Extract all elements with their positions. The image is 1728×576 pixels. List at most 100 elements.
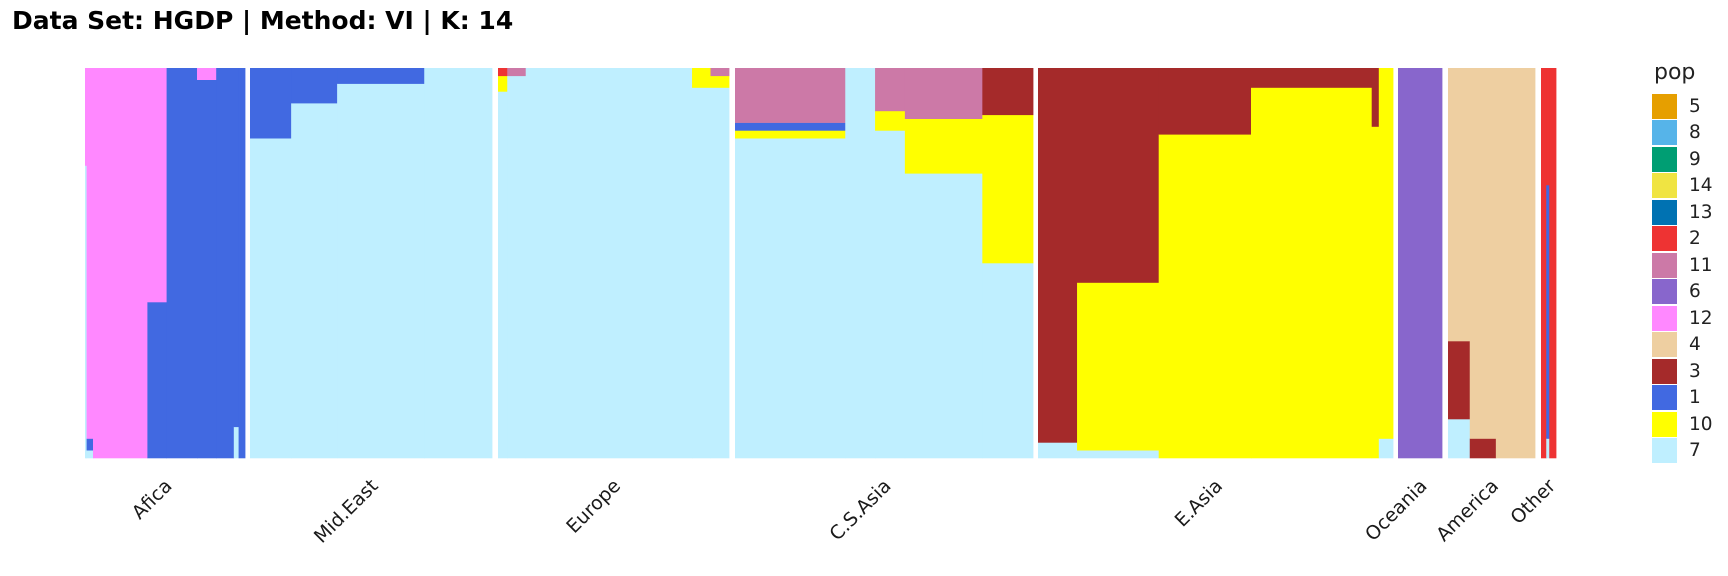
legend-swatch [1652, 332, 1677, 358]
bar-segment-pop-10 [982, 114, 1034, 264]
bar-segment-pop-2 [1549, 68, 1557, 459]
panel-europe [498, 68, 730, 459]
legend-item: 6 [1652, 279, 1713, 306]
bar-segment-pop-3 [1077, 68, 1160, 283]
panel-afica [85, 68, 246, 459]
bar-segment-pop-2 [1546, 68, 1550, 186]
legend-label: 8 [1689, 122, 1701, 144]
bar-segment-pop-10 [904, 118, 983, 174]
bar-segment-pop-11 [904, 68, 983, 119]
legend-item: 1 [1652, 385, 1713, 412]
legend-swatch [1652, 226, 1677, 252]
bar-segment-pop-7 [85, 165, 87, 459]
bar-segment-pop-7 [507, 75, 527, 459]
bar-segment-pop-7 [337, 83, 425, 459]
bar-segment-pop-12 [93, 68, 148, 459]
bar-segment-pop-3 [1371, 68, 1380, 127]
legend-items: 5 8 9 14 13 2 11 6 12 4 3 1 10 7 [1652, 93, 1713, 464]
bar-segment-pop-7 [1077, 450, 1160, 459]
bar-segment-pop-12 [147, 68, 167, 303]
bar-segment-pop-1 [197, 79, 217, 459]
legend-swatch [1652, 358, 1677, 384]
legend-item: 5 [1652, 93, 1713, 120]
legend-label: 12 [1689, 307, 1713, 329]
legend-swatch [1652, 305, 1677, 331]
legend-label: 1 [1689, 387, 1701, 409]
bar-segment-pop-2 [1541, 68, 1547, 459]
bar-segment-pop-1 [337, 68, 425, 84]
bar-segment-pop-10 [1077, 282, 1160, 451]
bar-segment-pop-1 [291, 68, 338, 104]
legend-label: 7 [1689, 440, 1701, 462]
bar-segment-pop-4 [1495, 68, 1536, 459]
bar-segment-pop-10 [710, 75, 730, 88]
bar-segment-pop-7 [710, 87, 730, 459]
panel-other [1541, 68, 1557, 459]
legend-item: 10 [1652, 411, 1713, 438]
legend-item: 11 [1652, 252, 1713, 279]
chart-title: Data Set: HGDP | Method: VI | K: 14 [12, 6, 514, 35]
bar-segment-pop-2 [498, 68, 508, 77]
bars-layer [85, 68, 1557, 459]
bar-segment-pop-7 [904, 173, 983, 459]
bar-segment-pop-10 [875, 110, 906, 131]
legend-item: 12 [1652, 305, 1713, 332]
bar-segment-pop-1 [166, 68, 198, 459]
legend-label: 4 [1689, 334, 1701, 356]
bar-segment-pop-3 [1158, 68, 1252, 135]
bar-segment-pop-7 [86, 450, 94, 459]
legend-item: 4 [1652, 332, 1713, 359]
bar-segment-pop-10 [692, 68, 711, 88]
legend-item: 13 [1652, 199, 1713, 226]
bar-segment-pop-1 [735, 122, 846, 131]
legend: pop 5 8 9 14 13 2 11 6 12 4 3 1 10 7 [1652, 60, 1713, 464]
legend-label: 11 [1689, 254, 1713, 276]
bar-segment-pop-10 [1158, 134, 1252, 459]
bar-segment-pop-1 [238, 68, 246, 459]
bar-segment-pop-7 [735, 138, 846, 459]
panel-e-asia [1038, 68, 1394, 459]
bar-segment-pop-7 [1378, 438, 1394, 459]
bar-segment-pop-10 [1378, 68, 1394, 439]
bar-segment-pop-10 [498, 75, 508, 92]
bar-segment-pop-7 [1038, 442, 1078, 459]
bar-segment-pop-1 [147, 302, 167, 459]
legend-item: 14 [1652, 173, 1713, 200]
bar-segment-pop-1 [233, 68, 239, 428]
bar-segment-pop-7 [233, 426, 239, 459]
group-label: C.S.Asia [825, 475, 895, 545]
group-label: Other [1506, 475, 1560, 529]
bar-segment-pop-7 [1448, 419, 1471, 459]
bar-segment-pop-7 [875, 130, 906, 459]
bar-segment-pop-7 [845, 68, 876, 459]
legend-label: 10 [1689, 413, 1713, 435]
legend-item: 7 [1652, 438, 1713, 465]
bar-segment-pop-10 [735, 130, 846, 139]
legend-item: 9 [1652, 146, 1713, 173]
bar-segment-pop-7 [692, 87, 711, 459]
bar-segment-pop-12 [86, 68, 94, 439]
legend-swatch [1652, 252, 1677, 278]
legend-label: 14 [1689, 175, 1713, 197]
panel-america [1448, 68, 1536, 459]
bar-segment-pop-7 [498, 91, 508, 459]
bar-segment-pop-3 [982, 68, 1034, 116]
panel-oceania [1398, 68, 1443, 459]
legend-swatch [1652, 120, 1677, 146]
panel-c-s-asia [735, 68, 1034, 459]
group-label: Afica [128, 475, 177, 524]
bar-segment-pop-3 [1448, 341, 1471, 420]
bar-segment-pop-11 [735, 68, 846, 123]
legend-label: 6 [1689, 281, 1701, 303]
legend-label: 13 [1689, 201, 1713, 223]
legend-swatch [1652, 146, 1677, 172]
group-label: America [1432, 475, 1503, 546]
legend-swatch [1652, 385, 1677, 411]
group-label: E.Asia [1171, 475, 1227, 531]
group-labels-layer: Afica Mid.East Europe C.S.Asia E.Asia Oceania… [128, 475, 1560, 548]
legend-label: 5 [1689, 95, 1701, 117]
legend-title: pop [1654, 60, 1696, 85]
legend-item: 8 [1652, 120, 1713, 147]
bar-segment-pop-1 [1546, 185, 1550, 439]
